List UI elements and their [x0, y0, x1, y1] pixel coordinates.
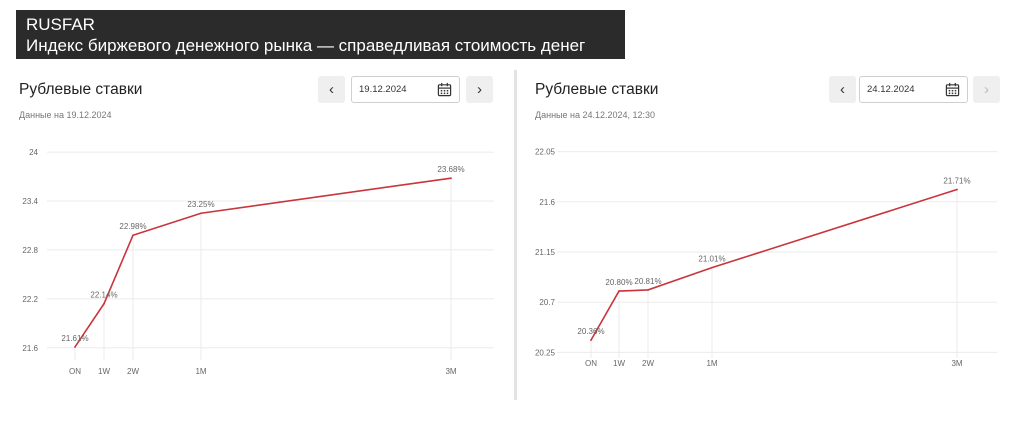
date-input[interactable]: 19.12.2024	[351, 76, 460, 103]
data-point	[618, 290, 620, 292]
x-tick-label: ON	[69, 367, 81, 376]
data-point	[647, 289, 649, 291]
y-tick-label: 22.2	[22, 295, 38, 304]
y-tick-label: 21.6	[539, 198, 555, 207]
chevron-left-icon: ‹	[840, 81, 845, 98]
data-point	[200, 212, 202, 215]
y-tick-label: 21.15	[535, 248, 556, 257]
date-input[interactable]: 24.12.2024	[859, 76, 968, 103]
data-label: 23.25%	[187, 200, 214, 209]
panel-title: Рублевые ставки	[535, 81, 659, 98]
data-point	[711, 266, 713, 269]
data-label: 20.81%	[634, 277, 661, 286]
date-value: 19.12.2024	[359, 84, 407, 95]
chevron-right-icon: ›	[984, 81, 989, 98]
prev-date-button[interactable]: ‹	[318, 76, 345, 103]
panel-title: Рублевые ставки	[19, 81, 143, 98]
x-tick-label: 1W	[98, 367, 110, 376]
rates-line-chart: 20.25 20.7 21.15 21.6 22.05 ON 1W 2W 1M 3M 20.36% 2…	[535, 148, 997, 368]
chevron-right-icon: ›	[477, 81, 482, 98]
x-tick-label: 3M	[445, 367, 456, 376]
y-tick-label: 22.8	[22, 246, 38, 255]
x-tick-label: ON	[585, 359, 597, 368]
y-tick-label: 23.4	[22, 197, 38, 206]
data-point	[103, 302, 105, 305]
data-label: 21.71%	[943, 177, 970, 186]
data-point	[74, 346, 76, 348]
next-date-button[interactable]: ›	[466, 76, 493, 103]
x-tick-label: 1M	[195, 367, 206, 376]
data-point	[590, 339, 592, 342]
index-name: RUSFAR	[26, 15, 95, 34]
rates-panel-left: Рублевые ставки Данные на 19.12.2024 ‹ 1…	[16, 70, 506, 400]
data-label: 21.01%	[698, 255, 725, 264]
y-tick-label: 21.6	[22, 344, 38, 353]
data-label: 22.98%	[119, 222, 146, 231]
x-tick-label: 2W	[127, 367, 139, 376]
chevron-left-icon: ‹	[329, 81, 334, 98]
y-tick-label: 20.7	[539, 298, 555, 307]
x-tick-label: 1W	[613, 359, 625, 368]
data-label: 20.36%	[577, 327, 604, 336]
series-line	[74, 177, 452, 348]
calendar-icon[interactable]	[945, 82, 960, 97]
rates-panel-right: Рублевые ставки Данные на 24.12.2024, 12…	[532, 70, 1022, 400]
rates-line-chart: 21.6 22.2 22.8 23.4 24 ON 1W 2W 1M 3M 21.61% 22.14%…	[22, 148, 494, 376]
date-value: 24.12.2024	[867, 84, 915, 95]
index-description: Индекс биржевого денежного рынка — справ…	[26, 36, 586, 55]
y-tick-label: 24	[29, 148, 38, 157]
data-label: 20.80%	[605, 278, 632, 287]
data-date-caption: Данные на 24.12.2024, 12:30	[535, 110, 656, 120]
data-point	[132, 234, 134, 237]
data-date-caption: Данные на 19.12.2024	[19, 110, 112, 120]
data-point	[956, 188, 958, 191]
y-tick-label: 20.25	[535, 348, 556, 357]
index-title-banner: RUSFAR Индекс биржевого денежного рынка …	[16, 10, 625, 59]
data-label: 23.68%	[437, 165, 464, 174]
panel-divider	[514, 70, 517, 400]
x-tick-label: 1M	[706, 359, 717, 368]
prev-date-button[interactable]: ‹	[829, 76, 856, 103]
x-tick-label: 3M	[951, 359, 962, 368]
calendar-icon[interactable]	[437, 82, 452, 97]
series-line	[590, 188, 958, 341]
data-label: 22.14%	[90, 291, 117, 300]
data-point	[450, 177, 452, 180]
data-label: 21.61%	[61, 334, 88, 343]
x-tick-label: 2W	[642, 359, 654, 368]
next-date-button[interactable]: ›	[973, 76, 1000, 103]
y-tick-label: 22.05	[535, 148, 556, 157]
